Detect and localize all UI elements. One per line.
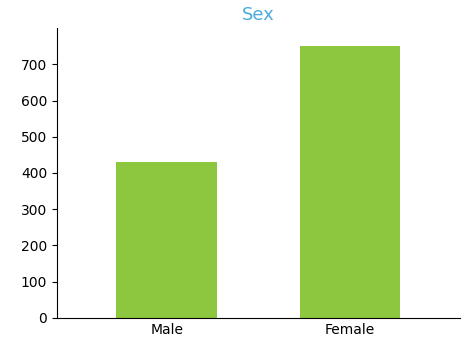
Title: Sex: Sex xyxy=(242,6,275,24)
Bar xyxy=(117,162,217,318)
Bar xyxy=(300,46,400,318)
